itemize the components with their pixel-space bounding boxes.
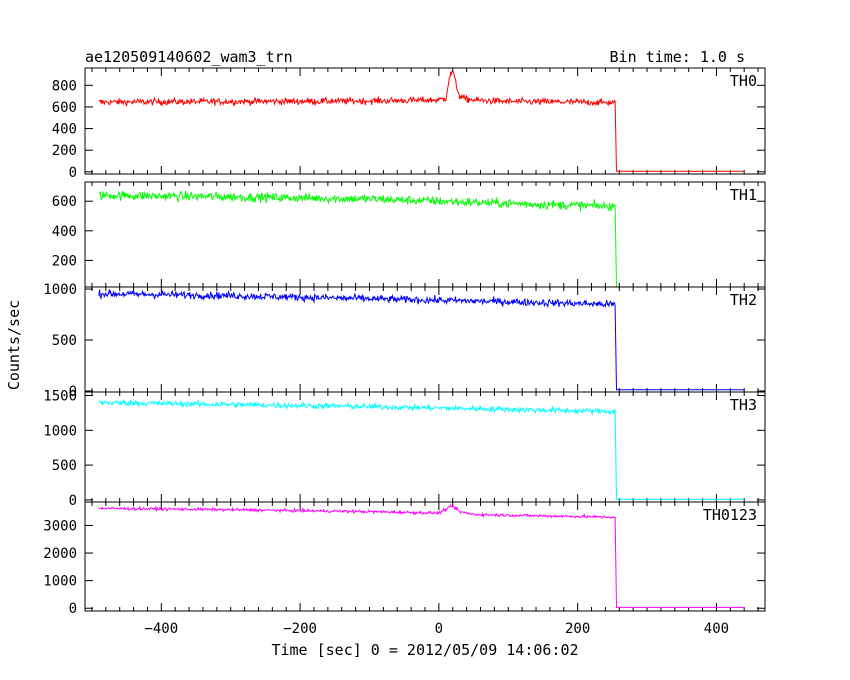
- x-tick-label: 400: [704, 621, 729, 637]
- series-line-th3: [98, 399, 745, 500]
- panel-th0123: 0 1000 2000 3000 TH0123: [43, 501, 766, 617]
- y-tick-label: 0: [69, 601, 77, 617]
- panel-th0: 0 200 400 600 800 TH0: [52, 67, 766, 181]
- series-line-th0: [98, 70, 745, 172]
- y-tick-label: 500: [52, 458, 77, 474]
- y-tick-label: 600: [52, 194, 77, 210]
- series-line-th2: [98, 289, 745, 391]
- observation-label: ae120509140602_wam3_trn: [85, 48, 293, 66]
- panel-label: TH0123: [703, 506, 757, 524]
- panel-th2: 0 500 1000 TH2: [43, 282, 766, 400]
- series-line-th1: [98, 190, 745, 288]
- panel-label: TH1: [730, 186, 757, 204]
- y-tick-label: 400: [52, 224, 77, 240]
- y-tick-label: 400: [52, 122, 77, 138]
- panel-th3: 0 500 1000 1500 TH3: [43, 388, 766, 509]
- x-tick-label: 200: [565, 621, 590, 637]
- y-tick-label: 1000: [43, 282, 77, 298]
- y-tick-label: 2000: [43, 546, 77, 562]
- bin-time-label: Bin time: 1.0 s: [610, 48, 745, 66]
- x-tick-label: −200: [283, 621, 317, 637]
- y-tick-label: 200: [52, 253, 77, 269]
- panel-th1: 200 400 600 TH1: [52, 181, 766, 288]
- y-tick-label: 1000: [43, 574, 77, 590]
- y-tick-label: 3000: [43, 518, 77, 534]
- x-axis-label: Time [sec] 0 = 2012/05/09 14:06:02: [271, 641, 578, 659]
- y-tick-label: 500: [52, 333, 77, 349]
- x-tick-label: −400: [144, 621, 178, 637]
- y-tick-label: 0: [69, 384, 77, 400]
- y-tick-label: 800: [52, 78, 77, 94]
- panel-frame: [84, 501, 766, 612]
- series-line-th0123: [98, 504, 745, 608]
- panel-frame: [84, 67, 766, 175]
- panel-label: TH2: [730, 291, 757, 309]
- y-tick-label: 600: [52, 100, 77, 116]
- y-axis-label: Counts/sec: [5, 300, 23, 390]
- panel-label: TH0: [730, 72, 757, 90]
- y-tick-label: 1500: [43, 388, 77, 404]
- y-tick-label: 0: [69, 493, 77, 509]
- y-tick-label: 200: [52, 143, 77, 159]
- y-tick-label: 0: [69, 165, 77, 181]
- panel-label: TH3: [730, 396, 757, 414]
- y-tick-label: 1000: [43, 423, 77, 439]
- x-tick-label: 0: [435, 621, 443, 637]
